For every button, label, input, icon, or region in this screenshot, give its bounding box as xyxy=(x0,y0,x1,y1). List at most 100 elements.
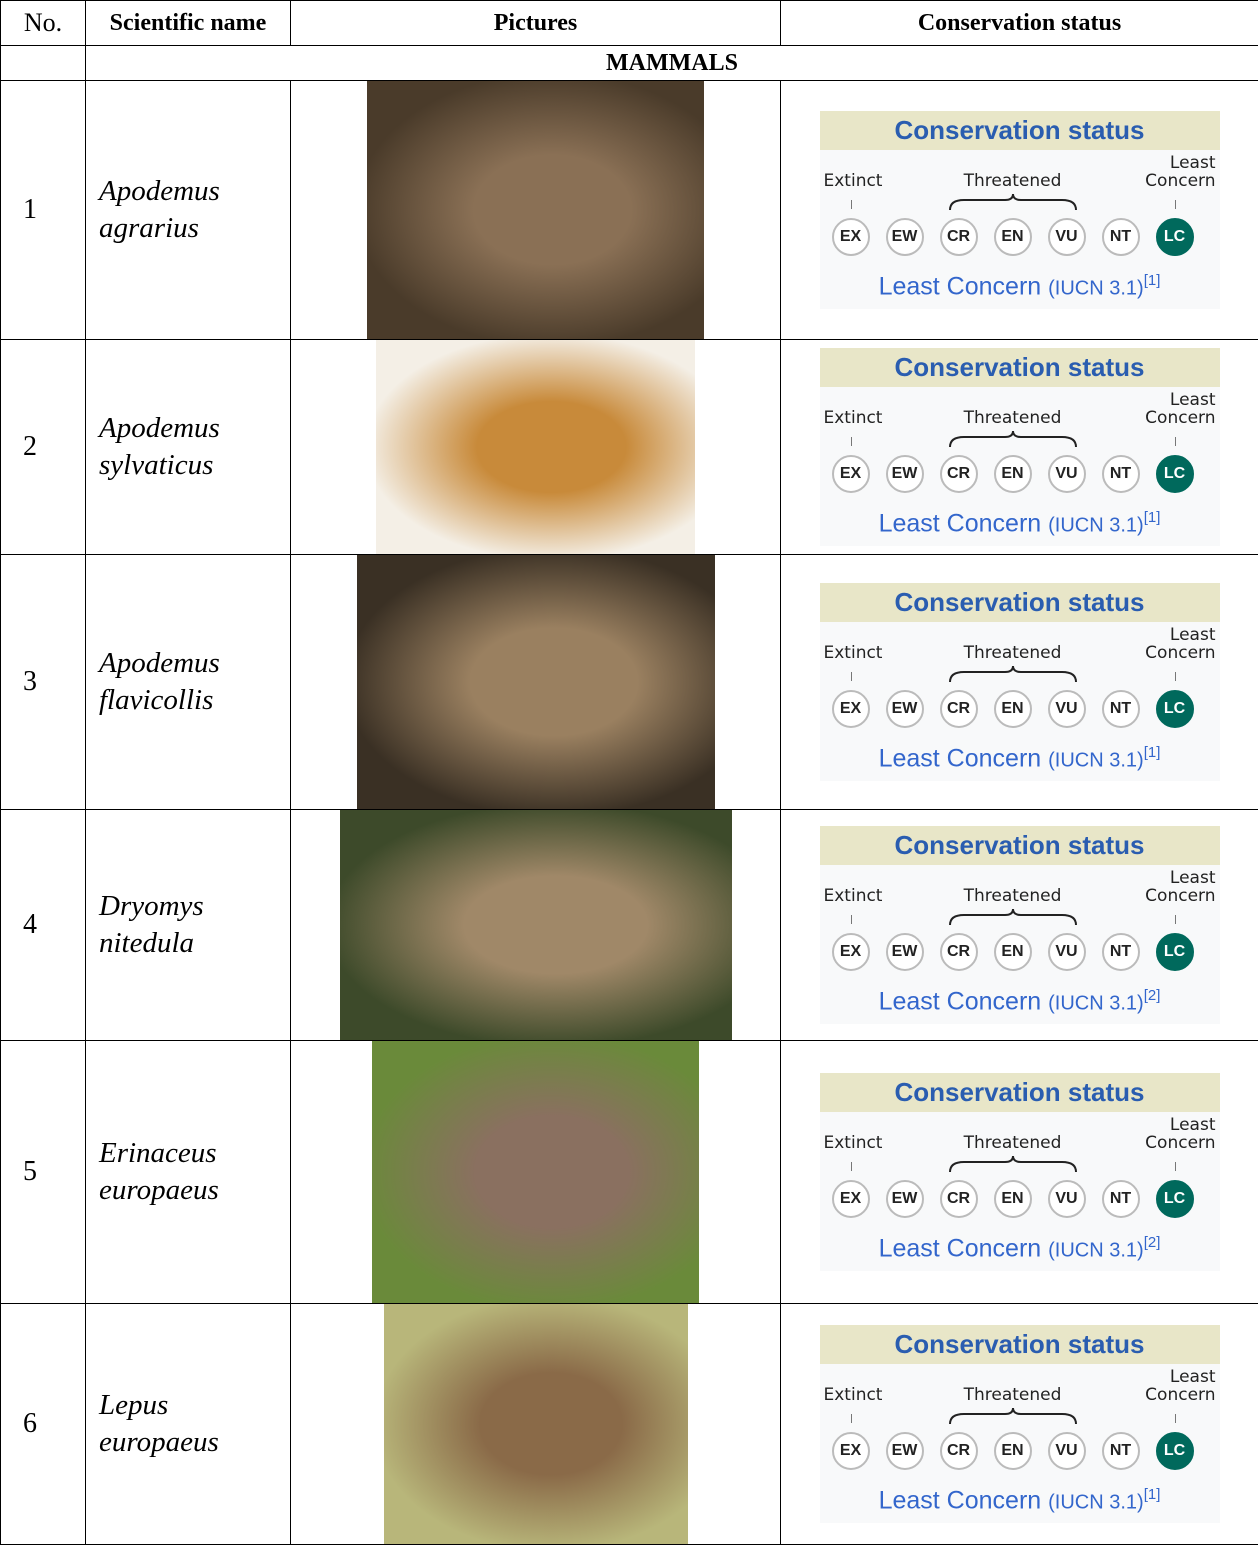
status-circle: NT xyxy=(1102,1432,1140,1470)
status-circle: NT xyxy=(1102,455,1140,493)
scale-tick xyxy=(851,200,852,209)
threatened-label: Threatened xyxy=(940,644,1086,662)
status-circle: LC xyxy=(1156,1180,1194,1218)
assessment: Least Concern xyxy=(879,744,1042,772)
scale-tick xyxy=(851,437,852,446)
threatened-brace xyxy=(824,909,1216,929)
status-circle: NT xyxy=(1102,218,1140,256)
status-circle: EW xyxy=(886,218,924,256)
section-row: MAMMALS xyxy=(1,46,1258,81)
status-circle: EX xyxy=(832,1180,870,1218)
extinct-label: Extinct xyxy=(824,887,883,905)
status-caption: Least Concern (IUCN 3.1)[1] xyxy=(820,1484,1220,1523)
least-label: Least xyxy=(1170,391,1216,409)
status-circle: CR xyxy=(940,1432,978,1470)
status-circle: EX xyxy=(832,933,870,971)
status-circle: EW xyxy=(886,455,924,493)
scientific-name: Apodemus sylvaticus xyxy=(86,340,291,555)
status-circle: EW xyxy=(886,1432,924,1470)
scale-tick xyxy=(1175,672,1176,681)
status-title: Conservation status xyxy=(820,111,1220,150)
picture-cell xyxy=(291,81,781,340)
photo xyxy=(376,340,695,554)
photo xyxy=(367,81,704,339)
column-header: No. xyxy=(1,1,86,46)
threatened-brace xyxy=(824,666,1216,686)
extinct-label: Extinct xyxy=(824,644,883,662)
status-circle: NT xyxy=(1102,933,1140,971)
column-header: Conservation status xyxy=(781,1,1258,46)
iucn-version: (IUCN 3.1) xyxy=(1048,277,1144,299)
iucn-version: (IUCN 3.1) xyxy=(1048,1491,1144,1513)
status-circle: LC xyxy=(1156,218,1194,256)
threatened-brace xyxy=(824,1156,1216,1176)
status-circle: CR xyxy=(940,455,978,493)
scale-tick xyxy=(851,915,852,924)
status-circle: VU xyxy=(1048,933,1086,971)
extinct-label: Extinct xyxy=(824,1134,883,1152)
least-label: Least xyxy=(1170,626,1216,644)
scale-tick xyxy=(1175,1162,1176,1171)
assessment: Least Concern xyxy=(879,1486,1042,1514)
status-circle: VU xyxy=(1048,690,1086,728)
section-title: MAMMALS xyxy=(86,46,1258,81)
status-circle: CR xyxy=(940,218,978,256)
least-label: Least xyxy=(1170,1116,1216,1134)
threatened-label: Threatened xyxy=(940,409,1086,427)
assessment: Least Concern xyxy=(879,272,1042,300)
status-circle: EN xyxy=(994,933,1032,971)
extinct-label: Extinct xyxy=(824,172,883,190)
status-circle: NT xyxy=(1102,1180,1140,1218)
status-circle: CR xyxy=(940,690,978,728)
threatened-brace xyxy=(824,431,1216,451)
concern-label: Concern xyxy=(1145,644,1215,662)
status-title: Conservation status xyxy=(820,583,1220,622)
status-circle: CR xyxy=(940,933,978,971)
status-circle: EW xyxy=(886,933,924,971)
photo xyxy=(372,1041,699,1303)
scale-tick xyxy=(851,1162,852,1171)
status-title: Conservation status xyxy=(820,1073,1220,1112)
row-number: 3 xyxy=(1,555,86,810)
iucn-version: (IUCN 3.1) xyxy=(1048,514,1144,536)
assessment: Least Concern xyxy=(879,987,1042,1015)
scientific-name: Dryomys nitedula xyxy=(86,810,291,1041)
scientific-name: Apodemus agrarius xyxy=(86,81,291,340)
concern-label: Concern xyxy=(1145,887,1215,905)
status-caption: Least Concern (IUCN 3.1)[2] xyxy=(820,985,1220,1024)
row-number: 6 xyxy=(1,1304,86,1545)
row-number: 1 xyxy=(1,81,86,340)
least-label: Least xyxy=(1170,154,1216,172)
scale-tick xyxy=(851,1414,852,1423)
threatened-label: Threatened xyxy=(940,887,1086,905)
status-circle: EX xyxy=(832,690,870,728)
picture-cell xyxy=(291,1041,781,1304)
assessment: Least Concern xyxy=(879,509,1042,537)
photo xyxy=(384,1304,688,1544)
scale-tick xyxy=(851,672,852,681)
extinct-label: Extinct xyxy=(824,1386,883,1404)
scale-tick xyxy=(1175,200,1176,209)
row-number: 4 xyxy=(1,810,86,1041)
scientific-name: Erinaceus europaeus xyxy=(86,1041,291,1304)
status-circle: LC xyxy=(1156,690,1194,728)
